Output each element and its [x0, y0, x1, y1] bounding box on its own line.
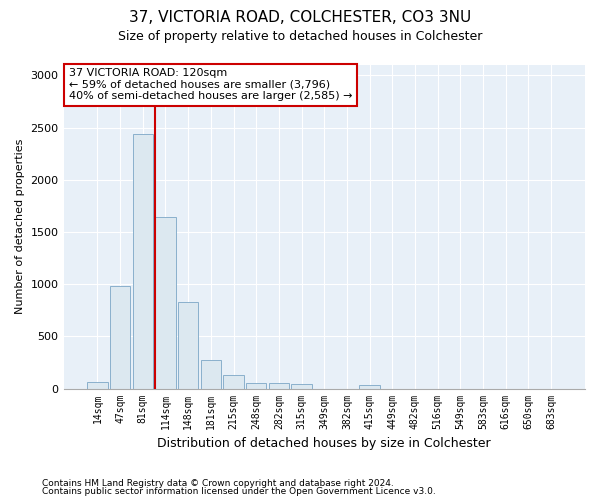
X-axis label: Distribution of detached houses by size in Colchester: Distribution of detached houses by size … — [157, 437, 491, 450]
Bar — [133, 134, 153, 388]
Text: Size of property relative to detached houses in Colchester: Size of property relative to detached ho… — [118, 30, 482, 43]
Y-axis label: Number of detached properties: Number of detached properties — [15, 139, 25, 314]
Bar — [155, 218, 176, 388]
Bar — [359, 386, 380, 388]
Bar — [223, 375, 244, 388]
Bar — [269, 384, 289, 388]
Text: Contains HM Land Registry data © Crown copyright and database right 2024.: Contains HM Land Registry data © Crown c… — [42, 478, 394, 488]
Bar — [292, 384, 312, 388]
Text: 37 VICTORIA ROAD: 120sqm
← 59% of detached houses are smaller (3,796)
40% of sem: 37 VICTORIA ROAD: 120sqm ← 59% of detach… — [69, 68, 352, 102]
Bar — [87, 382, 107, 388]
Bar — [110, 286, 130, 388]
Text: Contains public sector information licensed under the Open Government Licence v3: Contains public sector information licen… — [42, 487, 436, 496]
Bar — [200, 360, 221, 388]
Bar — [178, 302, 199, 388]
Bar — [246, 383, 266, 388]
Text: 37, VICTORIA ROAD, COLCHESTER, CO3 3NU: 37, VICTORIA ROAD, COLCHESTER, CO3 3NU — [129, 10, 471, 25]
